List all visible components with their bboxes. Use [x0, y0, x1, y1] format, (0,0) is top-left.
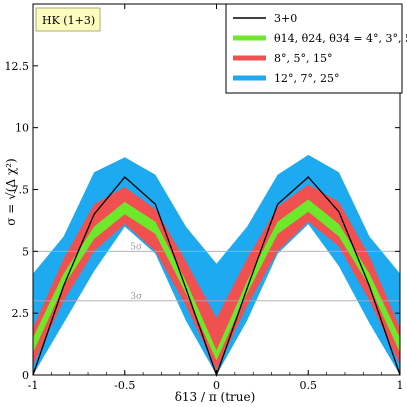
legend: 3+0 θ14, θ24, θ34 = 4°, 3°, 5° 8°, 5°, 15°…: [225, 3, 407, 94]
legend-label-2: 8°, 5°, 15°: [274, 52, 332, 65]
y-tick-label: 10: [15, 122, 29, 135]
x-tick-label: -0.5: [114, 379, 135, 392]
reference-label-1: 3σ: [130, 292, 142, 302]
y-tick-label: 2.5: [12, 307, 30, 320]
x-tick-label: 0: [213, 379, 220, 392]
tag-background: [35, 7, 101, 32]
reference-label-0: 5σ: [130, 242, 142, 252]
tag-label: HK (1+3): [42, 14, 95, 27]
tag-box: HK (1+3): [35, 7, 101, 32]
reference-lines-layer: 5σ 3σ: [33, 242, 400, 302]
bands-layer: [33, 154, 400, 375]
y-tick-label: 12.5: [5, 60, 30, 73]
y-tick-label: 7.5: [12, 184, 30, 197]
x-axis-label: δ13 / π (true): [175, 390, 256, 404]
y-axis-label: σ = √(Δ χ²): [4, 158, 18, 225]
x-tick-label: -1: [28, 379, 39, 392]
legend-label-3: 12°, 7°, 25°: [274, 72, 339, 85]
band-1: [33, 184, 400, 371]
legend-label-0: 3+0: [274, 12, 297, 25]
y-tick-label: 0: [22, 369, 29, 382]
x-tick-label: 1: [397, 379, 404, 392]
x-tick-label: 0.5: [300, 379, 318, 392]
y-tick-label: 5: [22, 245, 29, 258]
legend-label-1: θ14, θ24, θ34 = 4°, 3°, 5°: [274, 32, 407, 45]
